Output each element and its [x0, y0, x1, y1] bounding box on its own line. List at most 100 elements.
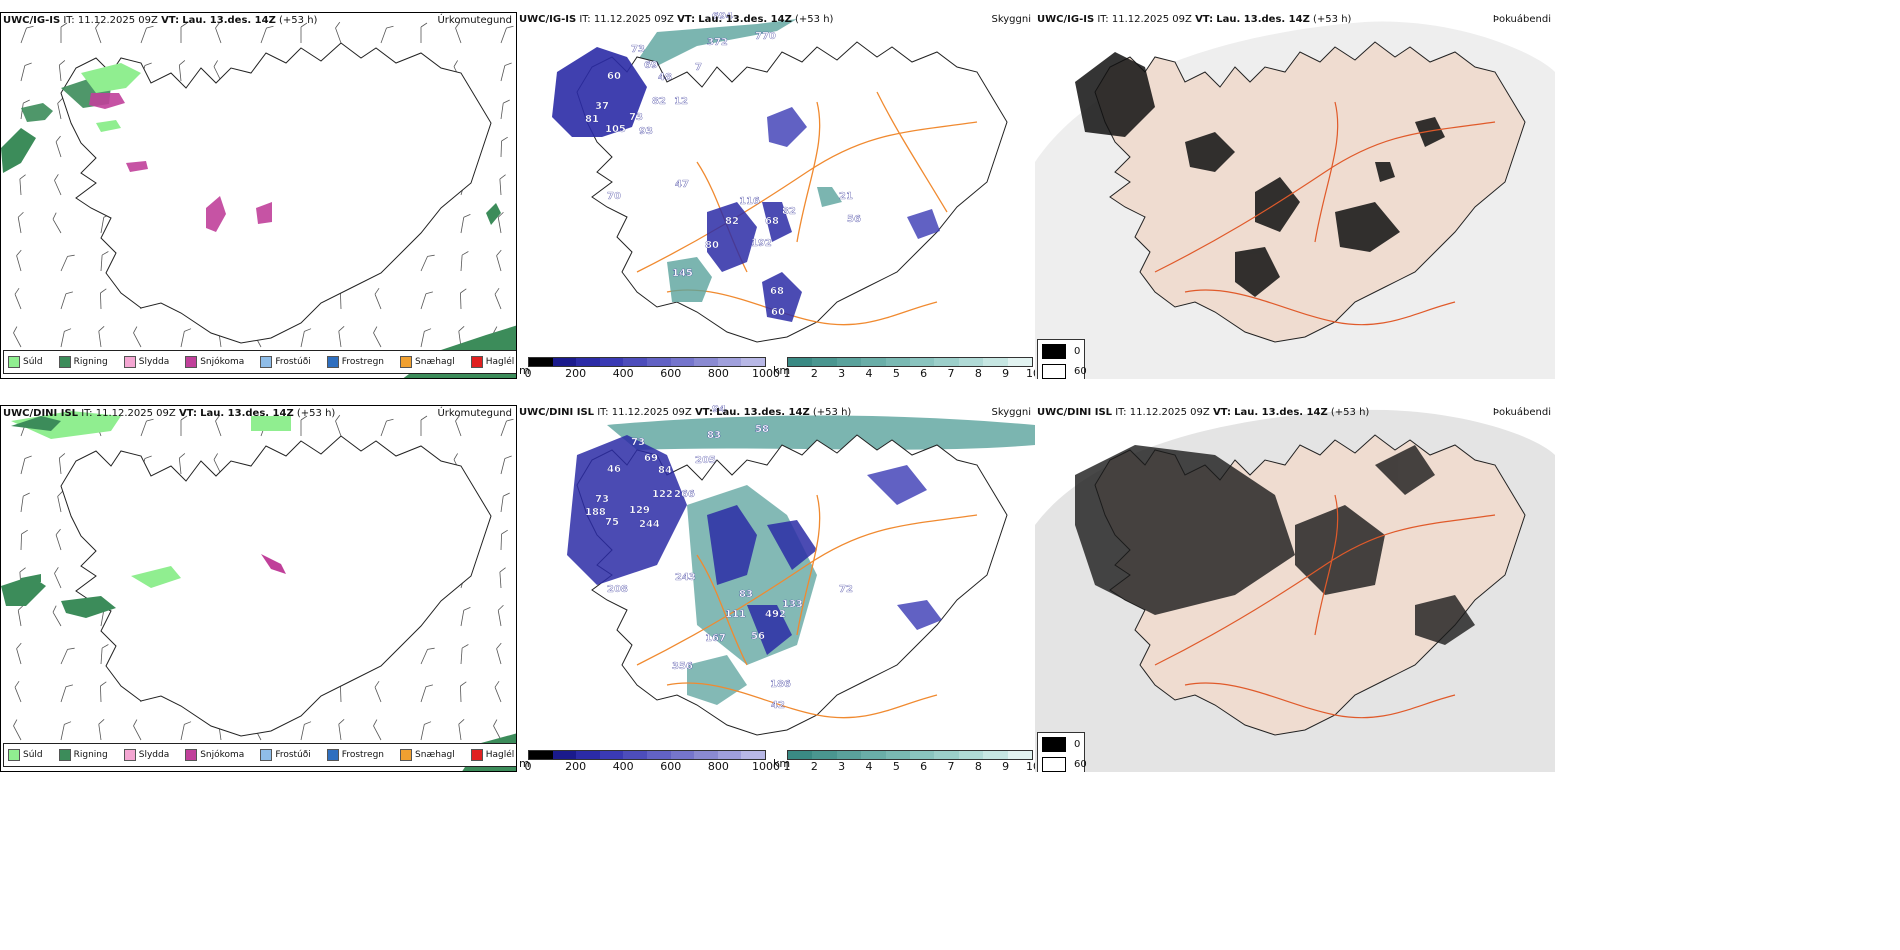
colorbar-box: [694, 358, 718, 366]
colorbar-tick-label: 2: [810, 367, 818, 379]
visibility-m-colorbar: 0 200 400 600 800 1000: [524, 357, 780, 379]
panel-title: Þokuábendi: [1492, 14, 1551, 25]
colorbar-box: [741, 358, 765, 366]
visibility-km-colorbar: 1 2 3 4 5 6 7 8 9 10: [783, 357, 1035, 379]
visibility-value-label: 208: [607, 584, 628, 595]
fog-index-legend: 0 60: [1037, 732, 1087, 772]
panel-precip-type-bottom: UWC/DINI ISL IT: 11.12.2025 09Z VT: Lau.…: [0, 405, 517, 772]
legend-swatch: [185, 356, 198, 368]
colorbar-box: [861, 751, 886, 759]
legend-label: Slydda: [138, 357, 170, 367]
roads: [1154, 101, 1496, 326]
colorbar-box: [576, 751, 600, 759]
colorbar-tick-label: 1: [783, 760, 791, 772]
visibility-value-label: 116: [739, 196, 760, 207]
vis-m-unit: m: [519, 364, 530, 377]
visibility-value-label: 129: [629, 505, 650, 516]
panel-header: UWC/IG-IS IT: 11.12.2025 09Z VT: Lau. 13…: [3, 15, 318, 26]
colorbar-box: [670, 751, 695, 759]
panel-fog-top: UWC/IG-IS IT: 11.12.2025 09Z VT: Lau. 13…: [1035, 12, 1555, 379]
fog-legend-item: 0: [1042, 737, 1080, 752]
vis-km-unit: km: [773, 364, 791, 377]
colorbar-tick-label: 6: [920, 367, 928, 379]
visibility-value-label: 73: [631, 44, 645, 55]
colorbar-tick-label: 200: [565, 367, 587, 379]
legend-label: Frostúði: [275, 357, 311, 367]
legend-label: 0: [1074, 346, 1081, 357]
colorbar-box: [885, 358, 911, 366]
panel-title: Þokuábendi: [1492, 407, 1551, 418]
visibility-value-label: 21: [839, 191, 853, 202]
colorbar-tick-label: 9: [1002, 760, 1010, 772]
colorbar-tick-label: 0: [524, 367, 532, 379]
colorbar-tick-label: 1: [783, 367, 791, 379]
panel-title: Skyggni: [991, 14, 1031, 25]
legend-label: Slydda: [138, 750, 170, 760]
fog-map-top: [1035, 21, 1555, 379]
legend-swatch: [58, 356, 71, 368]
legend-label: Súld: [23, 750, 43, 760]
colorbar-tick-label: 400: [612, 760, 634, 772]
visibility-value-label: 94: [712, 405, 726, 415]
colorbar-tick-label: 9: [1002, 367, 1010, 379]
legend-label: Frostúði: [275, 750, 311, 760]
visibility-value-label: 73: [629, 112, 643, 123]
legend-swatch: [470, 749, 483, 761]
visibility-value-label: 266: [674, 489, 695, 500]
legend-swatch: [400, 749, 413, 761]
legend-label: Súld: [23, 357, 43, 367]
fog-index-legend: 0 60: [1037, 339, 1087, 379]
colorbar-box: [623, 751, 647, 759]
legend-swatch: [123, 356, 136, 368]
legend-label: Snæhagl: [415, 357, 455, 367]
precip-legend-item: Rigning: [58, 356, 108, 368]
visibility-value-label: 68: [770, 286, 784, 297]
legend-label: Rigning: [73, 750, 108, 760]
colorbar-tick-label: 600: [660, 367, 682, 379]
colorbar-tick-label: 1000: [752, 367, 780, 379]
colorbar-box: [670, 358, 695, 366]
visibility-value-label: 69: [644, 453, 658, 464]
colorbar-box: [694, 751, 718, 759]
colorbar-box: [934, 358, 959, 366]
colorbar-tick-label: 800: [707, 367, 729, 379]
visibility-value-label: 356: [672, 661, 693, 672]
visibility-value-label: 48: [658, 72, 672, 83]
colorbar-box: [717, 358, 742, 366]
colorbar-box: [552, 358, 577, 366]
panel-visibility-bottom: 73 69 84 46 122 73 188 75 129 244 266 243 205 208 83 11…: [517, 405, 1035, 772]
visibility-value-label: 243: [675, 572, 696, 583]
precip-legend-item: Snæhagl: [400, 356, 455, 368]
legend-label: 60: [1074, 366, 1087, 377]
colorbar-tick-label: 2: [810, 760, 818, 772]
visibility-value-label: 70: [607, 191, 621, 202]
visibility-value-label: 492: [765, 609, 786, 620]
visibility-value-label: 69: [644, 60, 658, 71]
legend-swatch: [326, 749, 339, 761]
panel-title: Úrkomutegund: [437, 15, 512, 26]
visibility-value-label: 82: [782, 206, 796, 217]
visibility-value-label: 68: [765, 216, 779, 227]
colorbar-tick-label: 4: [865, 367, 873, 379]
precip-legend-item: Haglél: [470, 356, 514, 368]
colorbar-box: [885, 751, 911, 759]
legend-swatch: [260, 749, 273, 761]
colorbar-box: [599, 358, 624, 366]
precip-legend-item: Rigning: [58, 749, 108, 761]
vis-m-unit: m: [519, 757, 530, 770]
colorbar-tick-label: 10: [1026, 367, 1035, 379]
visibility-value-label: 42: [771, 700, 785, 711]
precip-legend-item: Haglél: [470, 749, 514, 761]
precip-map-top: [1, 21, 516, 378]
visibility-value-label: 93: [639, 126, 653, 137]
panel-title: Úrkomutegund: [437, 408, 512, 419]
colorbar-tick-label: 6: [920, 760, 928, 772]
colorbar-box: [958, 358, 984, 366]
panel-header: UWC/DINI ISL IT: 11.12.2025 09Z VT: Lau.…: [3, 408, 336, 419]
colorbar-tick-label: 600: [660, 760, 682, 772]
colorbar-box: [1007, 358, 1033, 366]
legend-swatch: [123, 749, 136, 761]
legend-swatch: [185, 749, 198, 761]
visibility-value-label: 80: [705, 240, 719, 251]
